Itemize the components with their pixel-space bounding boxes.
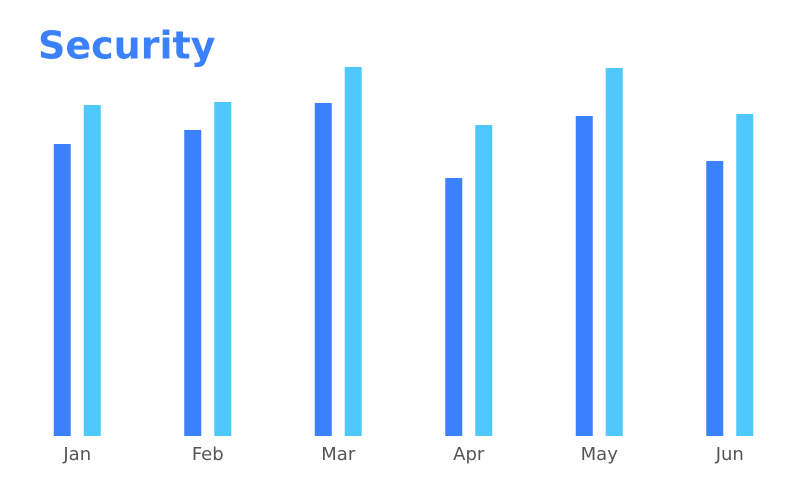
bar: [575, 116, 593, 436]
bar: [184, 130, 202, 436]
bar: [736, 114, 754, 436]
chart-title: Security: [38, 24, 216, 68]
bar: [314, 103, 332, 436]
x-tick-label: May: [581, 444, 619, 465]
bar: [83, 105, 101, 436]
bar: [605, 68, 623, 436]
bar: [445, 178, 463, 436]
bar: [344, 67, 362, 436]
x-tick-label: Jan: [62, 444, 91, 465]
x-tick-label: Jun: [715, 444, 744, 465]
x-tick-label: Apr: [453, 444, 485, 465]
bar: [214, 102, 232, 436]
x-tick-label: Feb: [192, 444, 224, 465]
bar: [475, 125, 493, 436]
x-tick-label: Mar: [321, 444, 356, 465]
bar: [706, 161, 724, 436]
bar: [53, 144, 71, 436]
